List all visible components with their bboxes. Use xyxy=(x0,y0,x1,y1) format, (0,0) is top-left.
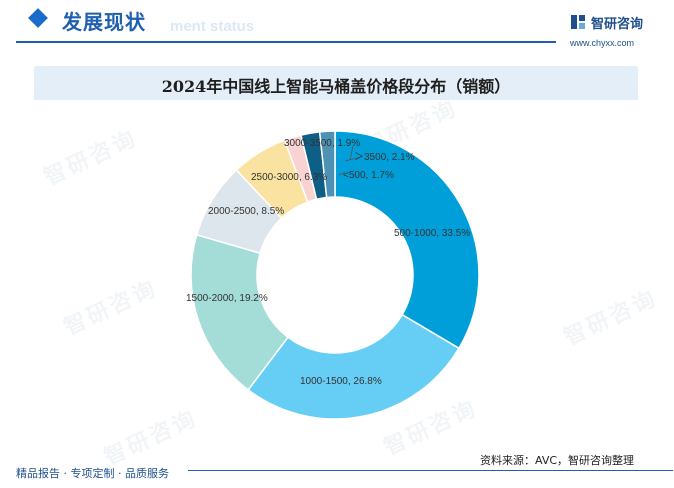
section-subtitle: ment status xyxy=(170,18,255,35)
chart-title: 2024年中国线上智能马桶盖价格段分布（销额） xyxy=(161,77,511,96)
source-strip xyxy=(476,448,674,468)
section-title: 发展现状 xyxy=(62,10,146,34)
footer-slogan: 精品报告 · 专项定制 · 品质服务 xyxy=(16,467,169,480)
brand-url: www.chyxx.com xyxy=(570,38,635,48)
brand-name: 智研咨询 xyxy=(591,17,644,32)
leader-line xyxy=(349,145,354,161)
donut-slice xyxy=(190,233,290,391)
footer-divider xyxy=(188,470,673,471)
slice-label: 2500-3000, 6.3% xyxy=(251,172,327,183)
slice-label: 1500-2000, 19.2% xyxy=(186,293,268,304)
slice-label: <500, 1.7% xyxy=(343,170,394,181)
slice-label: 500-1000, 33.5% xyxy=(394,228,470,239)
donut-slice xyxy=(334,130,480,350)
header-divider xyxy=(16,41,556,43)
source-note: 资料来源：AVC，智研咨询整理 xyxy=(480,454,635,467)
brand-logo-icon xyxy=(571,15,585,29)
leader-line xyxy=(344,156,362,162)
slice-label: ＞3500, 2.1% xyxy=(354,152,415,163)
leader-line xyxy=(338,171,346,176)
slice-label: 3000-3500, 1.9% xyxy=(284,138,360,149)
section-header: ment status 发展现状 智研咨询 www.chyxx.com xyxy=(0,0,674,48)
donut-slice xyxy=(247,313,460,420)
donut-slice xyxy=(318,130,336,199)
slice-label: 1000-1500, 26.8% xyxy=(300,376,382,387)
chart-title-band: 2024年中国线上智能马桶盖价格段分布（销额） xyxy=(34,66,638,100)
slice-label: 2000-2500, 8.5% xyxy=(208,206,284,217)
